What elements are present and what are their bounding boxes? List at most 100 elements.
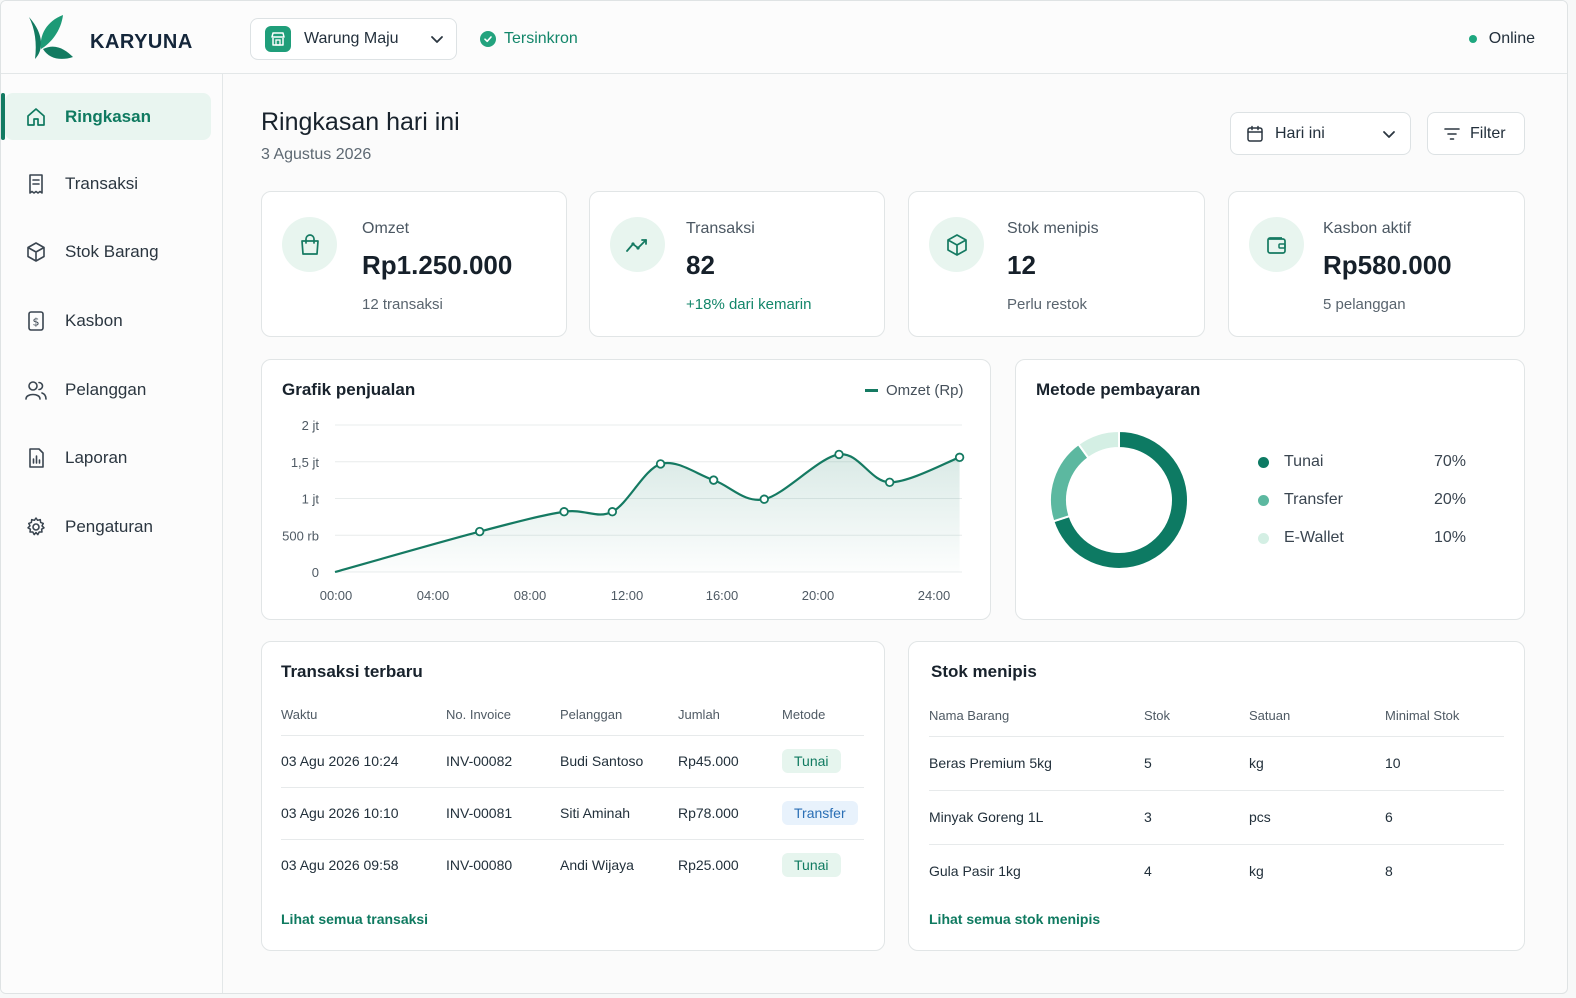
payment-method-name: Tunai (1284, 453, 1324, 470)
view-all-low-stock-link[interactable]: Lihat semua stok menipis (929, 911, 1101, 927)
sidebar-item-laporan[interactable]: Laporan (5, 434, 211, 481)
x-tick-label: 04:00 (417, 588, 450, 603)
payment-legend-tunai: Tunai 70% (1258, 452, 1466, 472)
low-stock-table: Nama Barang Stok Satuan Minimal Stok Ber… (929, 695, 1504, 898)
payment-method-percent: 20% (1433, 491, 1466, 508)
sidebar-item-transaksi[interactable]: Transaksi (5, 160, 211, 207)
kpi-label: Transaksi (686, 220, 755, 237)
x-tick-label: 00:00 (320, 588, 353, 603)
data-point[interactable] (708, 475, 719, 485)
data-point[interactable] (559, 507, 569, 517)
cell-min-stock: 10 (1385, 735, 1504, 790)
cell-customer: Budi Santoso (560, 734, 678, 787)
sales-chart-card: Grafik penjualan Omzet (Rp) 0 500 rb 1 jt 1… (261, 359, 991, 620)
column-header: Minimal Stok (1385, 707, 1460, 723)
sidebar-item-label: Stok Barang (65, 241, 159, 261)
cell-stock: 5 (1144, 735, 1249, 790)
view-all-transactions-link[interactable]: Lihat semua transaksi (281, 911, 429, 927)
table-row[interactable]: 03 Agu 2026 10:10 INV-00081 Siti Aminah … (281, 786, 864, 839)
x-tick-label: 08:00 (514, 588, 547, 603)
store-name: Warung Maju (304, 30, 399, 47)
chevron-down-icon (431, 36, 443, 43)
data-point[interactable] (884, 477, 895, 488)
sync-status: Tersinkron (480, 30, 578, 48)
table-row[interactable]: 03 Agu 2026 09:58 INV-00080 Andi Wijaya … (281, 838, 864, 891)
cell-item-name: Beras Premium 5kg (929, 735, 1144, 790)
sync-label: Tersinkron (504, 30, 578, 47)
cell-customer: Andi Wijaya (560, 838, 678, 891)
page-title: Ringkasan hari ini (261, 108, 460, 136)
online-dot-icon (1468, 35, 1477, 43)
brand[interactable]: KARYUNA (25, 13, 192, 63)
sidebar-item-stok-barang[interactable]: Stok Barang (5, 228, 211, 275)
donut-slice-ewallet[interactable] (1077, 429, 1120, 460)
column-header: Metode (782, 706, 826, 722)
column-header: Jumlah (678, 706, 720, 722)
table-row[interactable]: 03 Agu 2026 10:24 INV-00082 Budi Santoso… (281, 734, 864, 787)
calendar-icon (1247, 125, 1263, 142)
sales-line-chart: 0 500 rb 1 jt 1,5 jt 2 jt 00:00 04:00 08:00 12:… (282, 418, 965, 603)
donut-slice-transfer[interactable] (1049, 442, 1090, 523)
data-point[interactable] (655, 459, 666, 469)
sidebar-item-label: Transaksi (65, 173, 139, 193)
cell-customer: Siti Aminah (560, 786, 678, 839)
sidebar-item-label: Pelanggan (65, 379, 147, 399)
kpi-label: Kasbon aktif (1323, 220, 1412, 237)
connection-label: Online (1488, 30, 1535, 47)
data-point[interactable] (954, 452, 965, 463)
y-tick-label: 2 jt (302, 418, 320, 433)
kpi-value: 12 (1007, 250, 1036, 280)
donut-slice-tunai[interactable] (1052, 429, 1189, 570)
data-point[interactable] (759, 494, 769, 504)
method-badge: Tunai (782, 749, 841, 773)
legend-dot (1258, 456, 1269, 468)
payment-method-percent: 10% (1433, 529, 1466, 546)
transactions-table: Waktu No. Invoice Pelanggan Jumlah Metod… (281, 694, 864, 891)
payment-donut-chart (1049, 429, 1189, 570)
low-stock-card: Stok menipis Nama Barang Stok Satuan Min… (908, 641, 1525, 951)
table-row[interactable]: Minyak Goreng 1L 3 pcs 6 (929, 789, 1504, 844)
date-range-label: Hari ini (1275, 124, 1325, 142)
date-range-selector[interactable]: Hari ini (1230, 112, 1411, 155)
payment-method-name: Transfer (1284, 491, 1343, 508)
kpi-label: Omzet (362, 220, 410, 237)
sidebar-item-label: Kasbon (65, 310, 123, 330)
kpi-card-kasbon-aktif: Kasbon aktif Rp580.000 5 pelanggan (1228, 191, 1525, 337)
x-tick-label: 24:00 (918, 588, 951, 603)
data-point[interactable] (834, 449, 844, 460)
sidebar: Ringkasan Transaksi Stok Barang $ Kasbon… (1, 74, 223, 993)
cell-method: Tunai (782, 838, 864, 891)
trend-up-icon (610, 217, 665, 272)
column-header: No. Invoice (446, 706, 512, 722)
karyuna-logo-icon (29, 15, 73, 59)
filter-button[interactable]: Filter (1427, 112, 1525, 155)
sidebar-item-pelanggan[interactable]: Pelanggan (5, 366, 211, 413)
sidebar-item-label: Ringkasan (65, 106, 151, 126)
sidebar-item-pengaturan[interactable]: Pengaturan (5, 503, 211, 550)
recent-transactions-title: Transaksi terbaru (281, 662, 423, 681)
store-selector[interactable]: Warung Maju (250, 18, 457, 60)
table-header-row: Nama Barang Stok Satuan Minimal Stok (929, 695, 1504, 736)
cell-min-stock: 6 (1385, 789, 1504, 844)
data-point[interactable] (607, 507, 618, 517)
y-tick-label: 500 rb (282, 528, 319, 543)
table-row[interactable]: Gula Pasir 1kg 4 kg 8 (929, 843, 1504, 898)
column-header: Pelanggan (560, 706, 623, 722)
shopping-bag-icon (282, 217, 337, 272)
data-point[interactable] (474, 526, 485, 537)
table-row[interactable]: Beras Premium 5kg 5 kg 10 (929, 735, 1504, 790)
box-icon (24, 240, 48, 264)
legend-dot (1258, 494, 1269, 506)
svg-text:$: $ (33, 315, 40, 328)
cell-invoice: INV-00081 (446, 786, 560, 839)
method-badge: Tunai (782, 853, 841, 878)
cell-invoice: INV-00080 (446, 838, 560, 891)
sidebar-item-kasbon[interactable]: $ Kasbon (5, 297, 211, 344)
cell-unit: pcs (1249, 789, 1385, 844)
cell-time: 03 Agu 2026 10:10 (281, 786, 446, 839)
x-tick-label: 16:00 (706, 588, 739, 603)
dollar-note-icon: $ (24, 309, 48, 333)
sidebar-item-ringkasan[interactable]: Ringkasan (1, 93, 211, 140)
column-header: Satuan (1249, 707, 1291, 723)
